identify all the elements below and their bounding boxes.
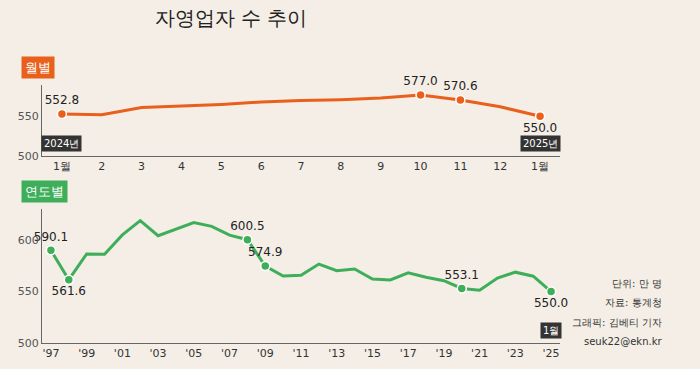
svg-text:11: 11: [453, 160, 467, 173]
svg-text:570.6: 570.6: [443, 79, 477, 93]
svg-text:단위: 만 명: 단위: 만 명: [612, 278, 662, 289]
svg-text:그래픽: 김베티 기자: 그래픽: 김베티 기자: [572, 317, 662, 328]
svg-text:'15: '15: [364, 347, 381, 360]
svg-text:'23: '23: [507, 347, 524, 360]
svg-text:7: 7: [298, 160, 305, 173]
svg-text:'07: '07: [221, 347, 238, 360]
svg-text:500: 500: [18, 150, 39, 163]
svg-text:8: 8: [337, 160, 344, 173]
svg-text:9: 9: [377, 160, 384, 173]
svg-text:577.0: 577.0: [403, 74, 437, 88]
svg-text:10: 10: [414, 160, 428, 173]
svg-text:'97: '97: [42, 347, 59, 360]
svg-text:'03: '03: [150, 347, 167, 360]
svg-text:2025년: 2025년: [523, 138, 558, 149]
svg-text:3: 3: [138, 160, 145, 173]
svg-text:2024년: 2024년: [44, 138, 79, 149]
svg-text:553.1: 553.1: [445, 268, 479, 282]
svg-text:550: 550: [18, 285, 39, 298]
svg-text:574.9: 574.9: [248, 245, 282, 259]
svg-text:'05: '05: [185, 347, 202, 360]
svg-text:월별: 월별: [25, 60, 51, 75]
svg-text:seuk22@ekn.kr: seuk22@ekn.kr: [584, 336, 662, 347]
svg-text:5: 5: [218, 160, 225, 173]
svg-text:12: 12: [493, 160, 507, 173]
svg-text:2: 2: [98, 160, 105, 173]
svg-text:550: 550: [18, 110, 39, 123]
svg-text:'13: '13: [328, 347, 345, 360]
svg-text:552.8: 552.8: [45, 93, 79, 107]
svg-text:'21: '21: [471, 347, 488, 360]
svg-text:'11: '11: [292, 347, 309, 360]
svg-text:연도별: 연도별: [25, 184, 64, 199]
svg-text:6: 6: [258, 160, 265, 173]
svg-text:4: 4: [178, 160, 185, 173]
svg-text:'99: '99: [78, 347, 95, 360]
svg-text:1월: 1월: [543, 325, 559, 336]
svg-text:'19: '19: [435, 347, 452, 360]
svg-text:1월: 1월: [53, 160, 71, 173]
svg-text:1월: 1월: [531, 160, 549, 173]
svg-text:561.6: 561.6: [52, 284, 86, 298]
svg-text:550.0: 550.0: [523, 121, 557, 135]
svg-text:550.0: 550.0: [534, 296, 568, 310]
svg-text:590.1: 590.1: [34, 230, 68, 244]
svg-text:'01: '01: [114, 347, 131, 360]
svg-text:600.5: 600.5: [230, 219, 264, 233]
svg-text:자영업자 수 추이: 자영업자 수 추이: [155, 6, 308, 30]
svg-text:'25: '25: [543, 347, 560, 360]
svg-text:500: 500: [18, 337, 39, 350]
svg-text:600: 600: [18, 234, 39, 247]
svg-text:'17: '17: [400, 347, 417, 360]
svg-text:자료: 통계청: 자료: 통계청: [605, 297, 662, 308]
svg-text:'09: '09: [257, 347, 274, 360]
